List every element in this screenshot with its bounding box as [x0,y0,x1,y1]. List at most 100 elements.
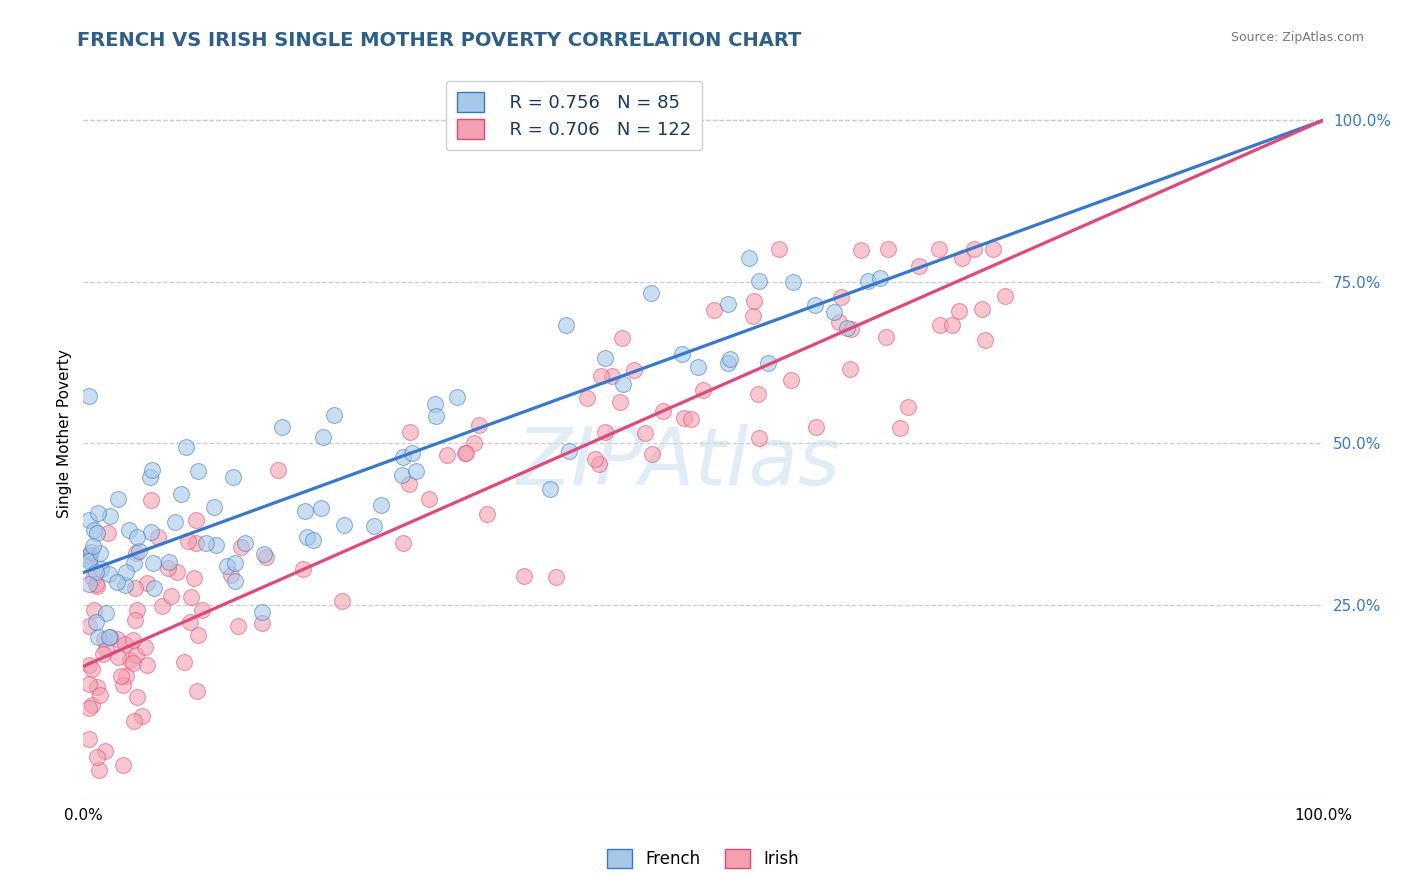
Point [84,565,107,579]
Point [948,304,970,318]
Point [370,499,392,513]
Point [118,653,141,667]
Point [804,298,827,312]
Point [823,305,845,319]
Point [717,356,740,370]
Point [555,318,578,332]
Point [79,548,101,562]
Point [738,251,761,265]
Text: ZIPAtlas: ZIPAtlas [516,424,841,502]
Point [254,549,277,564]
Point [391,467,413,482]
Point [134,640,156,654]
Point [135,658,157,673]
Point [827,315,849,329]
Point [446,390,468,404]
Point [297,530,319,544]
Point [575,391,598,405]
Point [163,515,186,529]
Point [84,576,107,591]
Point [425,409,447,424]
Point [98,508,121,523]
Point [558,443,581,458]
Point [250,605,273,619]
Point [114,578,136,592]
Point [122,556,145,570]
Point [593,425,616,439]
Point [86,525,108,540]
Point [928,243,950,257]
Point [405,464,427,478]
Y-axis label: Single Mother Poverty: Single Mother Poverty [58,349,72,518]
Point [176,440,198,454]
Point [139,470,162,484]
Point [835,321,858,335]
Point [141,525,163,540]
Point [652,404,675,418]
Point [780,373,803,387]
Point [908,259,931,273]
Point [80,545,103,559]
Point [124,613,146,627]
Point [963,243,986,257]
Point [973,333,995,347]
Point [186,683,208,698]
Point [756,356,779,370]
Point [309,500,332,515]
Text: Source: ZipAtlas.com: Source: ZipAtlas.com [1230,31,1364,45]
Point [941,318,963,332]
Point [686,360,709,375]
Point [588,457,610,471]
Point [806,420,828,434]
Point [398,477,420,491]
Point [742,309,765,323]
Point [177,533,200,548]
Point [86,681,108,695]
Point [830,290,852,304]
Point [115,565,138,579]
Point [125,530,148,544]
Point [703,302,725,317]
Point [184,513,207,527]
Point [79,677,101,691]
Point [89,546,111,560]
Point [856,274,879,288]
Point [79,389,101,403]
Point [610,331,633,345]
Point [166,565,188,579]
Point [252,616,274,631]
Point [142,556,165,570]
Point [173,655,195,669]
Point [323,409,346,423]
Point [717,297,740,311]
Point [423,397,446,411]
Point [79,549,101,564]
Point [718,351,741,366]
Point [112,678,135,692]
Point [224,556,246,570]
Point [271,420,294,434]
Point [124,546,146,560]
Point [131,709,153,723]
Point [141,463,163,477]
Point [150,599,173,614]
Text: FRENCH VS IRISH SINGLE MOTHER POVERTY CORRELATION CHART: FRENCH VS IRISH SINGLE MOTHER POVERTY CO… [77,31,801,50]
Point [671,346,693,360]
Point [418,491,440,506]
Point [747,387,769,401]
Point [187,628,209,642]
Point [929,318,952,333]
Point [79,554,101,568]
Point [672,410,695,425]
Point [87,506,110,520]
Point [184,536,207,550]
Point [111,758,134,772]
Point [141,492,163,507]
Point [125,648,148,662]
Point [398,425,420,440]
Point [83,523,105,537]
Point [89,688,111,702]
Point [544,569,567,583]
Point [115,669,138,683]
Point [253,547,276,561]
